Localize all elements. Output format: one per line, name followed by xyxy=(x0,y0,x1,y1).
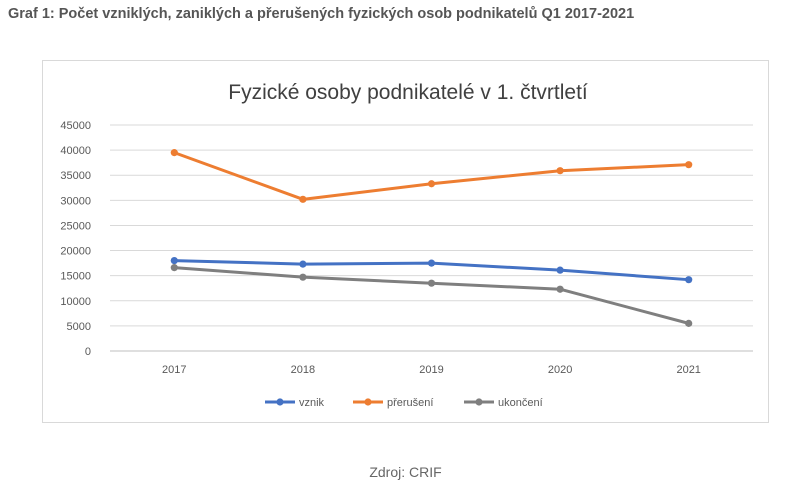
y-tick-label: 30000 xyxy=(60,195,91,207)
x-tick-label: 2020 xyxy=(548,364,572,376)
y-tick-label: 20000 xyxy=(60,246,91,258)
data-point xyxy=(299,260,307,268)
data-point xyxy=(685,319,693,327)
y-tick-label: 10000 xyxy=(60,296,91,308)
x-tick-label: 2018 xyxy=(291,364,315,376)
x-tick-label: 2019 xyxy=(419,364,443,376)
y-tick-label: 40000 xyxy=(60,145,91,157)
legend-label: vznik xyxy=(299,397,325,409)
data-point xyxy=(556,266,564,274)
data-point xyxy=(427,279,436,287)
data-point xyxy=(170,149,178,157)
data-point xyxy=(427,180,436,188)
chart-frame: Fyzické osoby podnikatelé v 1. čtvrtletí… xyxy=(42,60,769,423)
data-point xyxy=(170,257,178,265)
legend-marker xyxy=(364,398,372,406)
gridlines xyxy=(110,124,753,352)
y-tick-label: 25000 xyxy=(60,220,91,232)
data-point xyxy=(299,195,307,203)
y-tick-label: 15000 xyxy=(60,271,91,283)
y-tick-label: 0 xyxy=(85,346,91,358)
legend-label: ukončení xyxy=(498,397,543,409)
series-lines xyxy=(170,149,693,327)
data-point xyxy=(299,273,307,281)
x-axis: 2017 2018 2019 2020 2021 xyxy=(162,364,701,376)
page-heading: Graf 1: Počet vzniklých, zaniklých a pře… xyxy=(8,6,635,22)
y-tick-label: 45000 xyxy=(60,120,91,132)
line-chart: Fyzické osoby podnikatelé v 1. čtvrtletí… xyxy=(60,81,753,409)
data-point xyxy=(556,167,564,175)
legend-marker xyxy=(475,398,483,406)
data-point xyxy=(685,276,693,284)
y-tick-label: 35000 xyxy=(60,170,91,182)
legend-label: přerušení xyxy=(387,397,433,409)
y-axis: 0 5000 10000 15000 20000 25000 30000 35000 40000… xyxy=(60,120,91,358)
data-point xyxy=(556,285,564,293)
data-point xyxy=(685,161,693,169)
legend: vznik přerušení ukončení xyxy=(265,397,543,409)
legend-marker xyxy=(276,398,284,406)
x-tick-label: 2021 xyxy=(676,364,700,376)
x-tick-label: 2017 xyxy=(162,364,186,376)
chart-title: Fyzické osoby podnikatelé v 1. čtvrtletí xyxy=(228,81,588,104)
data-point xyxy=(170,264,178,272)
y-tick-label: 5000 xyxy=(67,321,91,333)
series-line-1 xyxy=(172,151,691,201)
data-point xyxy=(427,259,436,267)
source-note: Zdroj: CRIF xyxy=(369,464,442,480)
